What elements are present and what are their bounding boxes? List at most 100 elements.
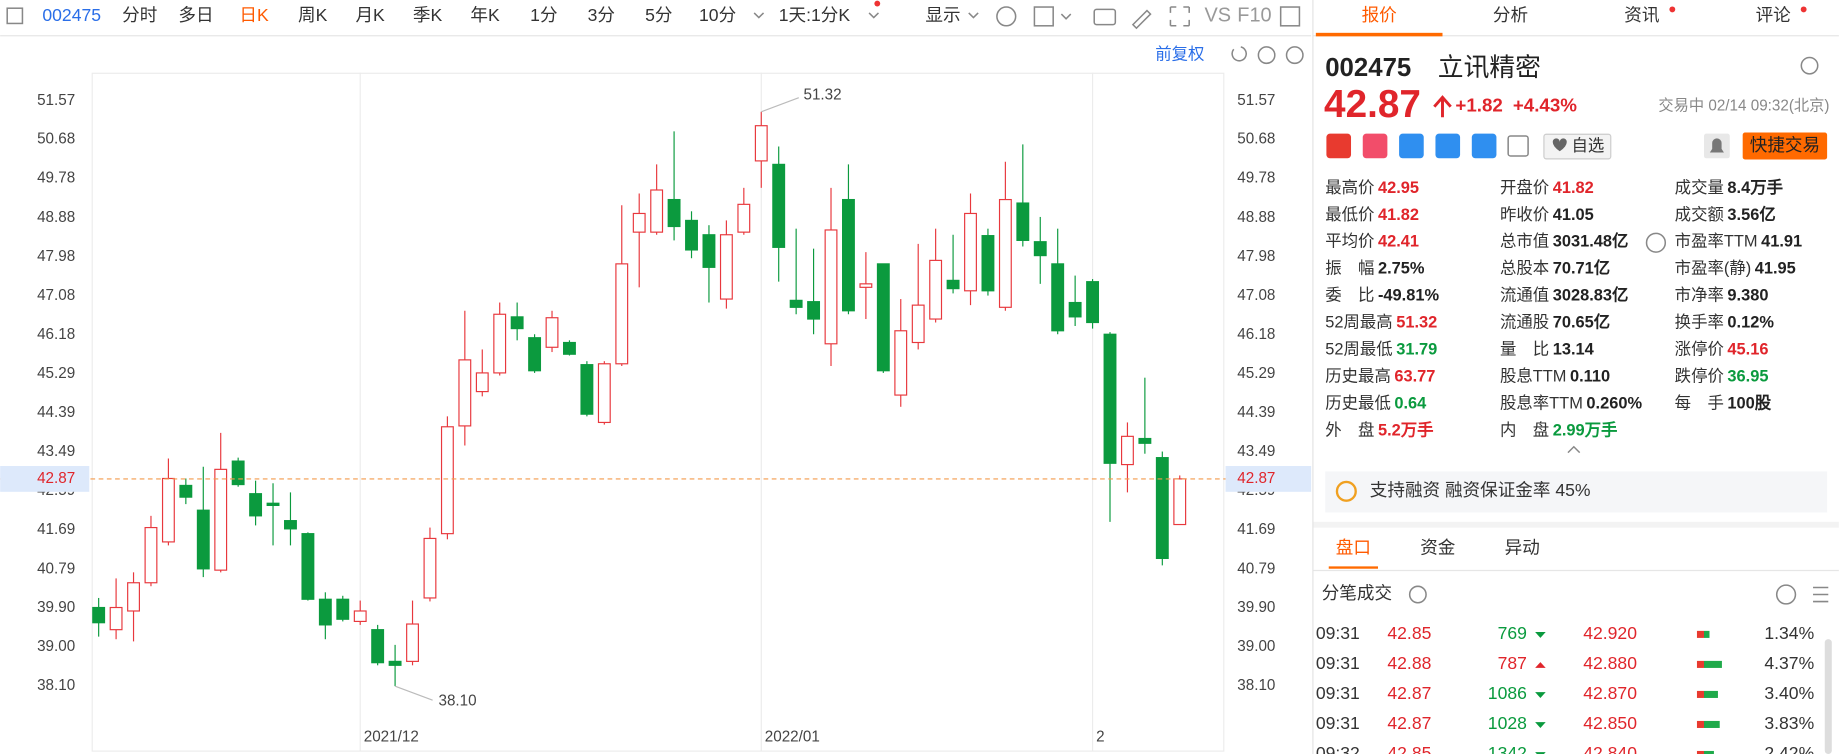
- subtab[interactable]: 盘口: [1336, 537, 1371, 557]
- stat: 最低价 41.82: [1325, 206, 1419, 224]
- more-icon[interactable]: [1645, 232, 1667, 253]
- stat-label: 内 盘: [1500, 421, 1549, 440]
- camera-icon[interactable]: [1093, 8, 1117, 26]
- y-tick-label: 40.79: [37, 560, 75, 577]
- sidebar-toggle[interactable]: [6, 7, 24, 25]
- subtab[interactable]: 异动: [1505, 537, 1540, 557]
- icon[interactable]: [1507, 135, 1529, 157]
- period-tab[interactable]: 10分: [699, 5, 736, 25]
- more-icon[interactable]: [1775, 584, 1797, 605]
- panel-tab[interactable]: 资讯: [1624, 5, 1660, 25]
- y-tick-label: 46.18: [37, 326, 75, 343]
- undo-icon[interactable]: [1231, 46, 1247, 62]
- flag-icon[interactable]: [1326, 133, 1352, 159]
- panel-tab[interactable]: 分析: [1493, 5, 1528, 25]
- period-tab[interactable]: 年K: [470, 5, 500, 25]
- adjust-mode[interactable]: 前复权: [1155, 45, 1204, 63]
- y-tick-label: 41.69: [37, 521, 75, 538]
- candle-body: [475, 372, 489, 393]
- candle-body: [685, 219, 698, 251]
- fullscreen-icon[interactable]: [1169, 6, 1190, 27]
- candle-body: [1103, 333, 1117, 464]
- candle-body: [301, 533, 315, 600]
- candle-body: [249, 493, 263, 517]
- trade-bar: [1703, 690, 1718, 698]
- watch-label[interactable]: 自选: [1571, 137, 1604, 155]
- pen-icon[interactable]: [1131, 9, 1152, 30]
- trade-time: 09:31: [1316, 713, 1360, 733]
- collapse[interactable]: [1567, 445, 1581, 454]
- icon[interactable]: [1471, 133, 1497, 159]
- candle-body: [528, 337, 542, 372]
- trade-volume: 1086: [1488, 683, 1527, 703]
- candle-body: [440, 426, 454, 535]
- y2-tick-label: 47.98: [1237, 248, 1275, 265]
- panel-icon[interactable]: [1279, 6, 1301, 27]
- settings-icon[interactable]: [996, 6, 1017, 27]
- f10-button[interactable]: F10: [1237, 5, 1271, 27]
- icon[interactable]: [1435, 133, 1461, 159]
- candle-body: [842, 198, 855, 312]
- panel-tab[interactable]: 报价: [1362, 5, 1398, 25]
- settings-icon[interactable]: [1800, 56, 1819, 75]
- dropdown[interactable]: [1060, 13, 1072, 20]
- info-icon[interactable]: [1408, 585, 1427, 604]
- candle-body: [353, 610, 367, 623]
- ticks-title: 分笔成交: [1322, 583, 1392, 603]
- display-menu[interactable]: 显示: [925, 5, 960, 25]
- dropdown[interactable]: [868, 12, 879, 19]
- zoom-out[interactable]: [1257, 46, 1276, 65]
- period-tab[interactable]: 分时: [122, 5, 157, 25]
- y-tick-label: 49.78: [37, 170, 75, 187]
- icon[interactable]: [1362, 133, 1388, 159]
- candle-body: [580, 364, 594, 415]
- trade-direction: [1535, 722, 1546, 728]
- period-tab[interactable]: 周K: [298, 5, 328, 25]
- y-tick-label: 39.00: [37, 638, 75, 655]
- candle-body: [754, 125, 768, 162]
- stock-code[interactable]: 002475: [42, 5, 101, 25]
- period-tab[interactable]: 季K: [413, 5, 443, 25]
- stat-label: 52周最低: [1325, 341, 1392, 359]
- candle-body: [702, 234, 716, 268]
- trade-bid: 42.840: [1583, 743, 1637, 754]
- period-tab[interactable]: 3分: [588, 5, 615, 25]
- period-tab[interactable]: 月K: [355, 5, 385, 25]
- stat-label: 流通股: [1500, 314, 1549, 332]
- period-tab[interactable]: 日K: [239, 5, 269, 25]
- box-icon[interactable]: [1033, 6, 1054, 27]
- stat-value: 70.71亿: [1553, 259, 1610, 278]
- vs-button[interactable]: VS: [1204, 5, 1231, 27]
- candle-body: [946, 279, 960, 290]
- candle-body: [231, 460, 245, 486]
- zoom-in[interactable]: [1285, 46, 1304, 65]
- icon[interactable]: [1399, 133, 1424, 159]
- stat-label: 外 盘: [1325, 421, 1374, 440]
- list-icon[interactable]: [1813, 586, 1829, 603]
- candle-body: [493, 313, 507, 374]
- stat-value: 3028.83亿: [1553, 286, 1629, 305]
- period-tab[interactable]: 多日: [178, 5, 213, 25]
- period-tab[interactable]: 5分: [645, 5, 672, 25]
- trade-label[interactable]: 快捷交易: [1750, 135, 1820, 155]
- trade-time: 09:31: [1316, 623, 1360, 643]
- x-tick-label: 2022/01: [765, 729, 820, 746]
- badge: [1669, 6, 1676, 13]
- y-tick-label: 48.88: [37, 209, 75, 226]
- y2-tick-label: 40.79: [1237, 560, 1275, 577]
- panel-tab[interactable]: 评论: [1756, 5, 1792, 25]
- stat-value: 51.32: [1396, 314, 1437, 332]
- subtab[interactable]: 资金: [1420, 537, 1456, 557]
- annotation-label: 51.32: [803, 86, 841, 103]
- stat: 总市值 3031.48亿: [1500, 232, 1628, 251]
- dropdown[interactable]: [753, 12, 765, 19]
- stat-value: 41.82: [1378, 206, 1419, 224]
- trade-pct: 2.42%: [1764, 743, 1814, 754]
- trade-button[interactable]: [1742, 132, 1828, 160]
- period-tab[interactable]: 1分: [530, 5, 557, 25]
- candle-body: [423, 537, 437, 599]
- dropdown[interactable]: [968, 12, 979, 19]
- scrollbar[interactable]: [1824, 639, 1832, 754]
- period-select[interactable]: 1天:1分K: [779, 5, 851, 25]
